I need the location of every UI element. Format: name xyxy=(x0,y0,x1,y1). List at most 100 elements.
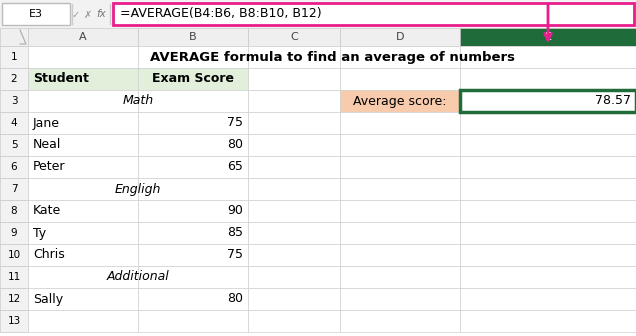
Text: C: C xyxy=(290,32,298,42)
Bar xyxy=(113,3,634,25)
Bar xyxy=(138,178,248,200)
Text: AVERAGE formula to find an average of numbers: AVERAGE formula to find an average of nu… xyxy=(149,50,515,64)
Bar xyxy=(340,200,460,222)
Text: =AVERAGE(B4:B6, B8:B10, B12): =AVERAGE(B4:B6, B8:B10, B12) xyxy=(120,7,322,20)
Bar xyxy=(138,200,248,222)
Bar xyxy=(248,222,340,244)
Text: Engligh: Engligh xyxy=(115,182,161,196)
Bar xyxy=(248,288,340,310)
Bar xyxy=(28,310,138,332)
Bar xyxy=(28,244,138,266)
Bar xyxy=(340,156,460,178)
Text: 10: 10 xyxy=(8,250,20,260)
Bar xyxy=(28,156,138,178)
Text: 78.57: 78.57 xyxy=(595,94,631,108)
Text: fx: fx xyxy=(96,9,106,19)
Bar xyxy=(460,310,636,332)
Bar xyxy=(460,90,636,112)
Text: 80: 80 xyxy=(227,293,243,305)
Bar xyxy=(460,156,636,178)
Bar xyxy=(248,200,340,222)
Text: E: E xyxy=(544,32,551,42)
Text: Ty: Ty xyxy=(33,226,46,240)
Bar xyxy=(0,68,28,90)
Text: Sally: Sally xyxy=(33,293,63,305)
Bar xyxy=(0,156,28,178)
Text: Kate: Kate xyxy=(33,205,61,217)
Bar xyxy=(28,178,138,200)
Bar xyxy=(138,288,248,310)
Text: 65: 65 xyxy=(227,161,243,173)
Text: 8: 8 xyxy=(11,206,17,216)
Bar xyxy=(340,178,460,200)
Text: Exam Score: Exam Score xyxy=(152,73,234,85)
Text: 7: 7 xyxy=(11,184,17,194)
Text: ✗: ✗ xyxy=(84,10,92,20)
Text: Additional: Additional xyxy=(107,270,169,284)
Bar xyxy=(138,112,248,134)
Text: 6: 6 xyxy=(11,162,17,172)
Text: 85: 85 xyxy=(227,226,243,240)
Text: 1: 1 xyxy=(11,52,17,62)
Bar xyxy=(0,46,28,68)
Bar xyxy=(340,134,460,156)
Bar xyxy=(340,288,460,310)
Bar xyxy=(0,288,28,310)
Text: ✓: ✓ xyxy=(72,10,80,20)
Text: A: A xyxy=(80,32,86,42)
Bar xyxy=(0,310,28,332)
Text: D: D xyxy=(396,32,404,42)
Bar xyxy=(0,266,28,288)
Bar xyxy=(460,266,636,288)
Bar xyxy=(0,112,28,134)
Bar xyxy=(28,112,138,134)
Text: 90: 90 xyxy=(227,205,243,217)
Bar xyxy=(28,200,138,222)
Text: 4: 4 xyxy=(11,118,17,128)
Bar xyxy=(340,46,460,68)
Bar xyxy=(138,156,248,178)
Bar xyxy=(0,28,28,46)
Text: Average score:: Average score: xyxy=(353,94,446,108)
Bar xyxy=(340,28,460,46)
Text: 9: 9 xyxy=(11,228,17,238)
Bar xyxy=(248,46,340,68)
Bar xyxy=(0,222,28,244)
Bar xyxy=(2,3,70,25)
Bar xyxy=(248,266,340,288)
Bar xyxy=(28,134,138,156)
Bar xyxy=(248,310,340,332)
Bar xyxy=(460,288,636,310)
Bar xyxy=(28,266,138,288)
Text: 80: 80 xyxy=(227,138,243,152)
Text: B: B xyxy=(189,32,197,42)
Bar xyxy=(340,244,460,266)
Bar xyxy=(138,266,248,288)
Bar xyxy=(0,200,28,222)
Bar xyxy=(460,46,636,68)
Text: Jane: Jane xyxy=(33,117,60,129)
Bar xyxy=(248,112,340,134)
Text: 13: 13 xyxy=(8,316,20,326)
Bar xyxy=(0,178,28,200)
Bar xyxy=(340,68,460,90)
Text: Peter: Peter xyxy=(33,161,66,173)
Bar xyxy=(138,46,248,68)
Bar xyxy=(138,244,248,266)
Bar xyxy=(460,28,636,46)
Bar xyxy=(460,244,636,266)
Bar xyxy=(248,90,340,112)
Bar xyxy=(28,288,138,310)
Text: 75: 75 xyxy=(227,249,243,261)
Text: 5: 5 xyxy=(11,140,17,150)
Bar xyxy=(340,112,460,134)
Bar xyxy=(460,222,636,244)
Bar xyxy=(138,310,248,332)
Text: Chris: Chris xyxy=(33,249,65,261)
Bar xyxy=(460,68,636,90)
Bar xyxy=(340,310,460,332)
Bar xyxy=(340,90,460,112)
Bar xyxy=(248,178,340,200)
Bar xyxy=(340,222,460,244)
Bar xyxy=(138,28,248,46)
